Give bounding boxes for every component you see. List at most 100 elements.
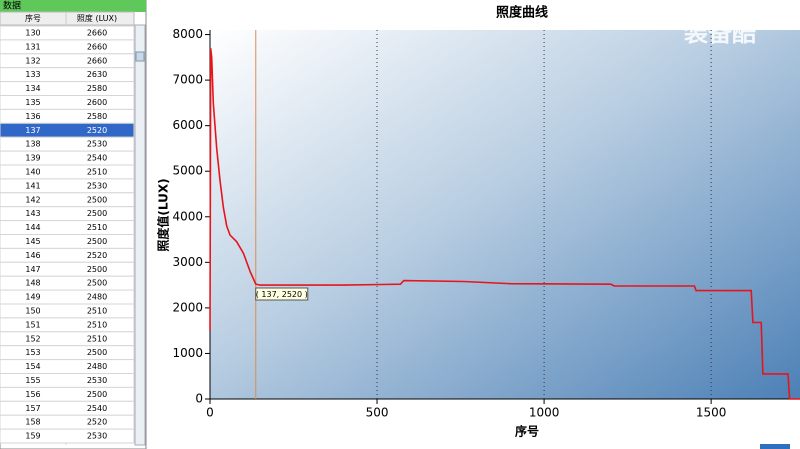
table-cell: 2540 bbox=[87, 404, 107, 413]
x-axis-label: 序号 bbox=[515, 424, 539, 439]
table-cell: 2520 bbox=[87, 251, 107, 260]
table-cell: 136 bbox=[25, 112, 40, 121]
table-cell: 156 bbox=[25, 390, 40, 399]
watermark: 装备酷 bbox=[684, 19, 756, 47]
table-cell: 131 bbox=[25, 42, 40, 51]
chart-title: 照度曲线 bbox=[496, 5, 548, 21]
table-cell: 2500 bbox=[87, 237, 107, 246]
table-row bbox=[0, 400, 135, 416]
table-cell: 137 bbox=[25, 126, 40, 135]
tooltip-box bbox=[255, 287, 309, 301]
table-row bbox=[0, 247, 135, 263]
table-cell: 132 bbox=[25, 56, 40, 65]
x-tick-label: 1500 bbox=[696, 406, 727, 420]
table-cell: 153 bbox=[25, 348, 40, 357]
table-row bbox=[0, 414, 135, 430]
table-cell: 142 bbox=[25, 195, 40, 204]
table-row bbox=[0, 386, 135, 402]
table-row bbox=[0, 428, 135, 444]
x-tick-label: 500 bbox=[366, 406, 389, 420]
status-indicator bbox=[760, 444, 790, 449]
table-cell: 2500 bbox=[87, 209, 107, 218]
scrollbar[interactable] bbox=[134, 24, 146, 446]
table-cell: 2530 bbox=[87, 432, 107, 441]
table-cell: 2500 bbox=[87, 195, 107, 204]
table-cell: 154 bbox=[25, 362, 40, 371]
table-cell: 2510 bbox=[87, 167, 107, 176]
table-cell: 2510 bbox=[87, 306, 107, 315]
table-row bbox=[0, 206, 135, 222]
table-cell: 138 bbox=[25, 140, 40, 149]
table-cell: 2520 bbox=[87, 126, 107, 135]
table-cell: 143 bbox=[25, 209, 40, 218]
table-cell: 2480 bbox=[87, 293, 107, 302]
table-row bbox=[0, 359, 135, 375]
table-cell: 2500 bbox=[87, 390, 107, 399]
table-cell: 2540 bbox=[87, 154, 107, 163]
table-cell: 2520 bbox=[87, 418, 107, 427]
table-row bbox=[0, 345, 135, 361]
table-row bbox=[0, 261, 135, 277]
table-row bbox=[0, 136, 135, 152]
y-tick-label: 2000 bbox=[172, 300, 203, 314]
y-tick-label: 5000 bbox=[172, 164, 203, 178]
table-cell: 159 bbox=[25, 432, 40, 441]
table-cell: 140 bbox=[25, 167, 40, 176]
x-tick-label: 1000 bbox=[529, 406, 560, 420]
table-cell: 133 bbox=[25, 70, 40, 79]
y-tick-label: 7000 bbox=[172, 73, 203, 87]
table-row bbox=[0, 39, 135, 55]
table-cell: 2530 bbox=[87, 181, 107, 190]
table-header bbox=[0, 11, 135, 26]
y-tick-label: 0 bbox=[195, 392, 203, 406]
table-row bbox=[0, 53, 135, 69]
table-cell: 155 bbox=[25, 376, 40, 385]
table-cell: 135 bbox=[25, 98, 40, 107]
table-cell: 2660 bbox=[87, 42, 107, 51]
table-cell: 2510 bbox=[87, 223, 107, 232]
table-cell: 139 bbox=[25, 154, 40, 163]
table-row bbox=[0, 164, 135, 180]
table-cell: 141 bbox=[25, 181, 40, 190]
table-cell: 146 bbox=[25, 251, 40, 260]
table-cell: 2630 bbox=[87, 70, 107, 79]
table-row bbox=[0, 220, 135, 236]
line-series bbox=[209, 48, 800, 400]
y-tick-label: 8000 bbox=[172, 27, 203, 41]
panel-title-bar bbox=[0, 0, 146, 12]
table-cell: 2500 bbox=[87, 265, 107, 274]
table-row bbox=[0, 81, 135, 96]
scroll-thumb[interactable] bbox=[135, 51, 145, 62]
table-cell: 2500 bbox=[87, 348, 107, 357]
table-row bbox=[0, 234, 135, 249]
table-cell: 145 bbox=[25, 237, 40, 246]
table-cell: 2480 bbox=[87, 362, 107, 371]
table-row bbox=[0, 331, 135, 347]
table-cell: 130 bbox=[25, 28, 40, 37]
tooltip: ( 137, 2520 ) bbox=[256, 290, 308, 299]
y-axis-label: 照度值(LUX) bbox=[156, 178, 171, 251]
table-row bbox=[0, 289, 135, 305]
table-cell: 147 bbox=[25, 265, 40, 274]
table-cell: 152 bbox=[25, 334, 40, 343]
y-tick-label: 4000 bbox=[172, 209, 203, 223]
table-cell: 2510 bbox=[87, 320, 107, 329]
selected-row bbox=[0, 122, 135, 138]
table-row bbox=[0, 67, 135, 83]
table-row bbox=[0, 275, 135, 291]
table-cell: 134 bbox=[25, 84, 40, 93]
table-row bbox=[0, 192, 135, 208]
column-header: 照度 (LUX) bbox=[77, 13, 117, 23]
column-header: 序号 bbox=[25, 13, 41, 23]
table-cell: 2530 bbox=[87, 140, 107, 149]
table-cell: 157 bbox=[25, 404, 40, 413]
table-cell: 2580 bbox=[87, 112, 107, 121]
table-cell: 158 bbox=[25, 418, 40, 427]
table-cell: 148 bbox=[25, 279, 40, 288]
table-cell: 150 bbox=[25, 306, 40, 315]
y-tick-label: 1000 bbox=[172, 346, 203, 360]
table-cell: 2580 bbox=[87, 84, 107, 93]
table-cell: 2660 bbox=[87, 28, 107, 37]
